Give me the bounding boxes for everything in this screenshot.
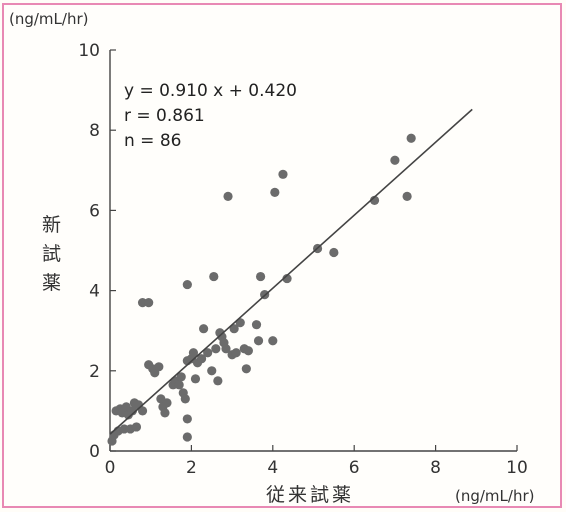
data-point: [390, 155, 400, 165]
regression-equation: y = 0.910 x + 0.420: [124, 81, 297, 101]
x-axis-label: 従来試薬: [266, 484, 354, 506]
data-point: [211, 344, 221, 354]
data-point: [196, 354, 207, 364]
x-tick-label: 8: [430, 458, 441, 478]
data-point: [255, 271, 266, 282]
data-point: [203, 348, 213, 358]
data-point: [270, 187, 280, 197]
y-tick-label: 10: [78, 41, 100, 61]
data-point: [182, 414, 192, 424]
x-tick-label: 4: [267, 458, 278, 478]
data-point: [176, 372, 186, 382]
data-point: [278, 169, 288, 179]
data-point: [144, 298, 154, 308]
y-axis-label: 新 試 薬: [42, 214, 61, 294]
x-unit-label: (ng/mL/hr): [455, 487, 534, 505]
sample-size: n = 86: [124, 131, 181, 151]
data-point: [199, 324, 209, 334]
data-point: [154, 362, 164, 372]
x-tick-label: 6: [349, 458, 360, 478]
data-point: [180, 394, 190, 404]
data-point: [402, 191, 412, 201]
data-point: [209, 271, 219, 282]
data-point: [241, 364, 251, 374]
axes: [109, 49, 518, 452]
data-point: [182, 432, 192, 442]
annotation-block: y = 0.910 x + 0.420 r = 0.861 n = 86: [124, 81, 297, 151]
x-tick-label: 0: [105, 458, 116, 478]
data-point: [406, 133, 416, 143]
y-tick-labels: 0 2 4 6 8 10: [78, 41, 100, 462]
data-point: [221, 344, 231, 354]
data-point: [207, 366, 217, 376]
data-point: [213, 376, 223, 386]
data-point: [127, 406, 137, 416]
regression-line: [109, 108, 473, 435]
y-tick-label: 0: [89, 442, 100, 462]
data-point: [282, 273, 292, 284]
data-point: [243, 346, 253, 356]
data-point: [268, 336, 278, 346]
data-point: [188, 348, 199, 358]
data-point: [131, 422, 142, 432]
chart-frame: [2, 3, 562, 508]
data-point: [253, 336, 264, 346]
data-point: [174, 380, 184, 390]
data-point: [251, 320, 262, 330]
y-tick-label: 2: [89, 362, 100, 382]
x-tick-label: 10: [506, 458, 528, 478]
data-point: [229, 324, 239, 334]
data-point: [137, 406, 148, 416]
data-point: [190, 374, 201, 384]
data-point: [223, 191, 233, 201]
data-point: [182, 279, 192, 290]
y-tick-label: 6: [89, 201, 100, 221]
y-axis-label-char-1: 新: [42, 214, 61, 236]
data-point: [160, 408, 170, 418]
y-unit-label: (ng/mL/hr): [9, 10, 88, 28]
x-tick-labels: 0 2 4 6 8 10: [105, 458, 528, 478]
correlation-coefficient: r = 0.861: [124, 106, 205, 126]
x-tick-label: 2: [186, 458, 197, 478]
data-point: [231, 348, 241, 358]
y-axis-label-char-2: 試: [42, 243, 61, 265]
data-points: [107, 133, 416, 446]
y-axis-label-char-3: 薬: [42, 272, 61, 294]
y-tick-label: 4: [89, 282, 100, 302]
data-point: [162, 398, 172, 408]
y-tick-label: 8: [89, 121, 100, 141]
data-point: [329, 247, 339, 258]
